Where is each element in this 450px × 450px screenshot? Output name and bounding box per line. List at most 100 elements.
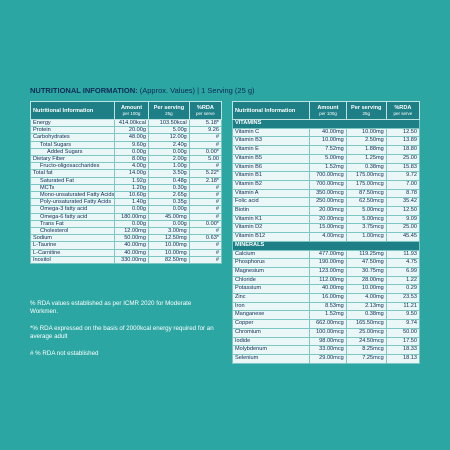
value-cell: # xyxy=(188,212,223,221)
value-cell: # xyxy=(188,191,223,200)
name-cell: Zinc xyxy=(231,293,311,303)
name-cell: Molybdenum xyxy=(231,345,311,355)
value-cell: 11.21 xyxy=(385,301,421,312)
value-cell: 0.48g xyxy=(147,176,190,185)
value-cell: 10.00mg xyxy=(147,241,190,250)
value-cell: 18.13 xyxy=(385,354,421,364)
name-cell: Mono-unsaturated Fatty Acids xyxy=(29,191,116,200)
name-cell: Protein xyxy=(29,126,116,135)
name-cell: Omega-6 fatty acid xyxy=(29,212,116,221)
footnote: % RDA values established as per ICMR 202… xyxy=(30,300,192,315)
value-cell: 350.00mcg xyxy=(309,188,347,199)
value-cell: 4.00g xyxy=(114,162,149,171)
value-cell: 1.25mg xyxy=(345,153,387,164)
name-cell: Trans Fat xyxy=(29,219,116,229)
section-row: VITAMINS xyxy=(232,119,420,129)
value-cell: 330.00mg xyxy=(114,255,149,265)
table-row: Omega-3 fatty acid 0.00g 0.00g # xyxy=(29,205,223,214)
value-cell: 0.35g xyxy=(147,198,190,207)
value-cell: 8.00g xyxy=(114,155,149,164)
header-sub: per 100g xyxy=(319,110,337,116)
name-cell: Saturated Fat xyxy=(29,176,116,185)
name-cell: Added Sugars xyxy=(29,147,116,157)
table-row: Vitamin B12 4.00mcg 1.00mcg 45.45 xyxy=(231,232,421,242)
table-row: Molybdenum 33.00mcg 8.25mcg 18.33 xyxy=(231,345,421,355)
value-cell: 9.74 xyxy=(385,319,421,329)
name-cell: L-Taurine xyxy=(29,241,116,250)
value-cell: 5.00mcg xyxy=(345,206,387,216)
value-cell: 1.52mg xyxy=(309,310,347,321)
table-row: Omega-6 fatty acid 180.00mg 45.00mg # xyxy=(29,212,223,221)
value-cell: 175.00mcg xyxy=(345,171,387,181)
value-cell: 165.50mcg xyxy=(345,319,387,329)
header-main: %RDA xyxy=(196,104,214,111)
title-rest: (Approx. Values) | 1 Serving (25 g) xyxy=(139,86,255,95)
name-cell: Vitamin A xyxy=(231,188,311,199)
value-cell: 7.00 xyxy=(385,179,421,190)
value-cell: 24.50mcg xyxy=(345,336,387,347)
value-cell: 12.50mg xyxy=(147,234,190,243)
value-cell: 5.00g xyxy=(147,126,190,135)
header-cell: %RDA per serve xyxy=(188,101,223,120)
table-row: Protein 20.00g 5.00g 9.26 xyxy=(29,126,223,135)
section-title: MINERALS xyxy=(232,240,420,251)
table-row: Added Sugars 0.00g 0.00g 0.00* xyxy=(29,147,223,157)
name-cell: Carbohydrates xyxy=(29,133,116,142)
value-cell: 45.45 xyxy=(385,232,421,242)
value-cell: 7.25mcg xyxy=(345,354,387,364)
value-cell: 48.00g xyxy=(114,133,149,142)
header-sub: 25g xyxy=(362,110,370,116)
name-cell: Iron xyxy=(231,301,311,312)
value-cell: 3.00mg xyxy=(147,227,190,236)
value-cell: 0.38mg xyxy=(345,310,387,321)
header-sub: 25g xyxy=(165,110,173,116)
value-cell: 23.53 xyxy=(385,293,421,303)
name-cell: Magnesium xyxy=(231,266,311,277)
name-cell: Vitamin D2 xyxy=(231,223,311,234)
table-row: Vitamin E 7.52mg 1.88mg 18.80 xyxy=(231,145,421,155)
value-cell: 10.00mg xyxy=(147,248,190,257)
value-cell: 40.00mg xyxy=(114,241,149,250)
value-cell: 9.09 xyxy=(385,214,421,225)
value-cell: 5.00mg xyxy=(309,153,347,164)
name-cell: Biotin xyxy=(231,206,311,216)
value-cell: 0.29 xyxy=(385,284,421,295)
table-row: Calcium 477.00mg 119.25mg 11.93 xyxy=(231,249,421,260)
table-row: Poly-unsaturated Fatty Acids 1.40g 0.35g # xyxy=(29,198,223,207)
value-cell: 1.88mg xyxy=(345,145,387,155)
header-main: Amount xyxy=(317,104,339,111)
value-cell: 0.63* xyxy=(188,234,223,243)
value-cell: 700.00mcg xyxy=(309,179,347,190)
table-row: Energy 414.00kcal 103.50kcal 5.18* xyxy=(29,118,223,128)
value-cell: 12.50 xyxy=(385,206,421,216)
header-main: Per serving xyxy=(351,104,382,111)
value-cell: 2.13mg xyxy=(345,301,387,312)
value-cell: 9.26 xyxy=(188,126,223,135)
table-row: Saturated Fat 1.92g 0.48g 2.18* xyxy=(29,176,223,185)
name-cell: Folic acid xyxy=(231,197,311,208)
value-cell: 175.00mcg xyxy=(345,179,387,190)
value-cell: 5.18* xyxy=(188,118,223,128)
value-cell: 12.00g xyxy=(147,133,190,142)
value-cell: 15.83 xyxy=(385,162,421,173)
name-cell: Vitamin B2 xyxy=(231,179,311,190)
value-cell: 15.00mcg xyxy=(309,223,347,234)
value-cell: 0.00g xyxy=(147,219,190,229)
value-cell: 8.78 xyxy=(385,188,421,199)
table-row: Vitamin K1 20.00mcg 5.00mcg 9.09 xyxy=(231,214,421,225)
value-cell: 119.25mg xyxy=(345,249,387,260)
value-cell: 6.99 xyxy=(385,266,421,277)
name-cell: Vitamin E xyxy=(231,145,311,155)
value-cell: # xyxy=(188,227,223,236)
section-row: MINERALS xyxy=(232,240,420,251)
table-row: Vitamin B5 5.00mg 1.25mg 25.00 xyxy=(231,153,421,164)
table-row: Cholesterol 12.00mg 3.00mg # xyxy=(29,227,223,236)
value-cell: 40.00mg xyxy=(114,248,149,257)
value-cell: 35.42 xyxy=(385,197,421,208)
value-cell: 103.50kcal xyxy=(147,118,190,128)
value-cell: 14.00g xyxy=(114,169,149,178)
table-row: Vitamin B2 700.00mcg 175.00mcg 7.00 xyxy=(231,179,421,190)
header-main: %RDA xyxy=(394,104,412,111)
header-sub: per serve xyxy=(393,110,413,116)
